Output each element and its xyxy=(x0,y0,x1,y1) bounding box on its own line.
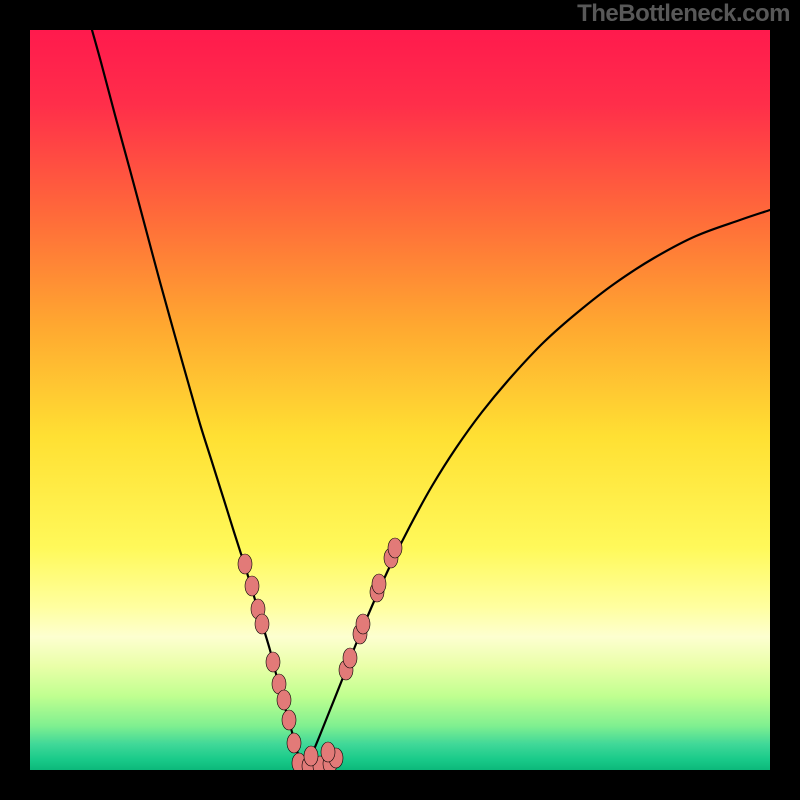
marker-right-5 xyxy=(372,574,386,594)
marker-left-4 xyxy=(266,652,280,672)
curve-layer xyxy=(30,30,770,770)
marker-left-3 xyxy=(255,614,269,634)
marker-right-7 xyxy=(388,538,402,558)
chart-container: TheBottleneck.com xyxy=(0,0,800,800)
marker-bottom-5 xyxy=(321,742,335,762)
marker-right-1 xyxy=(343,648,357,668)
marker-right-3 xyxy=(356,614,370,634)
marker-bottom-6 xyxy=(304,746,318,766)
marker-left-1 xyxy=(245,576,259,596)
watermark-label: TheBottleneck.com xyxy=(577,0,790,28)
curve-right xyxy=(303,210,770,770)
marker-left-8 xyxy=(287,733,301,753)
marker-left-6 xyxy=(277,690,291,710)
marker-left-0 xyxy=(238,554,252,574)
plot-area xyxy=(30,30,770,770)
marker-left-7 xyxy=(282,710,296,730)
